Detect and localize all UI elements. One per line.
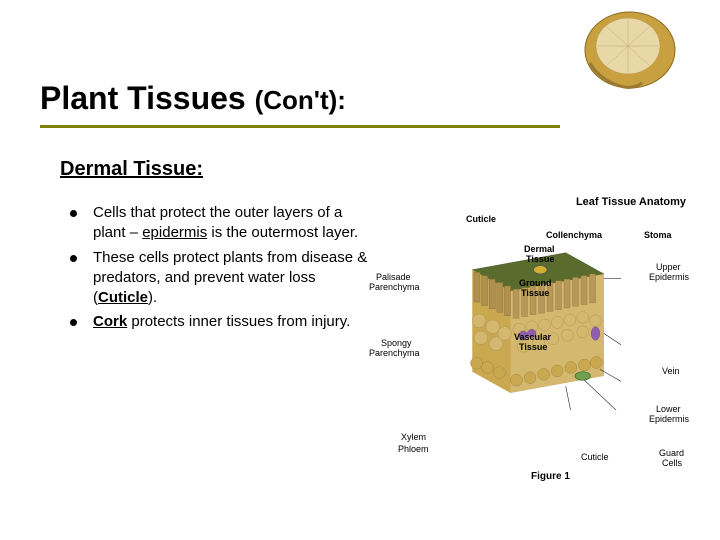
title-main: Plant Tissues (40, 80, 246, 116)
diagram-label: Vein (662, 366, 680, 376)
bullet-icon (70, 210, 77, 217)
diagram-label: Tissue (526, 254, 554, 264)
diagram-label: Dermal (524, 244, 555, 254)
diagram-title: Leaf Tissue Anatomy (576, 196, 686, 208)
diagram-label: Tissue (519, 342, 547, 352)
diagram-label: Xylem (401, 432, 426, 442)
list-item: Cells that protect the outer layers of a… (70, 203, 370, 244)
list-item: Cork protects inner tissues from injury. (70, 312, 370, 332)
bullet-text: Cork protects inner tissues from injury. (93, 312, 350, 332)
bullet-text: These cells protect plants from disease … (93, 248, 370, 309)
section-subtitle: Dermal Tissue: (60, 158, 680, 181)
leaf-anatomy-diagram: Leaf Tissue Anatomy (366, 200, 696, 500)
bullet-icon (70, 319, 77, 326)
diagram-label: Stoma (644, 230, 672, 240)
list-item: These cells protect plants from disease … (70, 248, 370, 309)
diagram-label: Upper (656, 262, 681, 272)
diagram-label: Spongy (381, 338, 412, 348)
figure-caption: Figure 1 (531, 471, 570, 482)
diagram-label: Collenchyma (546, 230, 602, 240)
diagram-label: Vascular (514, 332, 551, 342)
bullet-list: Cells that protect the outer layers of a… (70, 203, 370, 337)
leaf-cube-illustration (451, 240, 621, 410)
diagram-label: Guard (659, 448, 684, 458)
diagram-label: Epidermis (649, 272, 689, 282)
diagram-label: Palisade (376, 272, 411, 282)
diagram-label: Lower (656, 404, 681, 414)
title-continuation: (Con't): (255, 85, 346, 115)
diagram-label: Parenchyma (369, 348, 420, 358)
diagram-label: Cuticle (581, 452, 609, 462)
diagram-label: Cuticle (466, 214, 496, 224)
corner-illustration (580, 8, 680, 93)
bullet-text: Cells that protect the outer layers of a… (93, 203, 370, 244)
bullet-icon (70, 255, 77, 262)
diagram-label: Cells (662, 458, 682, 468)
diagram-label: Parenchyma (369, 282, 420, 292)
diagram-label: Phloem (398, 444, 429, 454)
diagram-label: Tissue (521, 288, 549, 298)
slide-container: Plant Tissues (Con't): Dermal Tissue: Ce… (0, 0, 720, 540)
diagram-label: Ground (519, 278, 552, 288)
diagram-label: Epidermis (649, 414, 689, 424)
title-underline (40, 125, 560, 128)
